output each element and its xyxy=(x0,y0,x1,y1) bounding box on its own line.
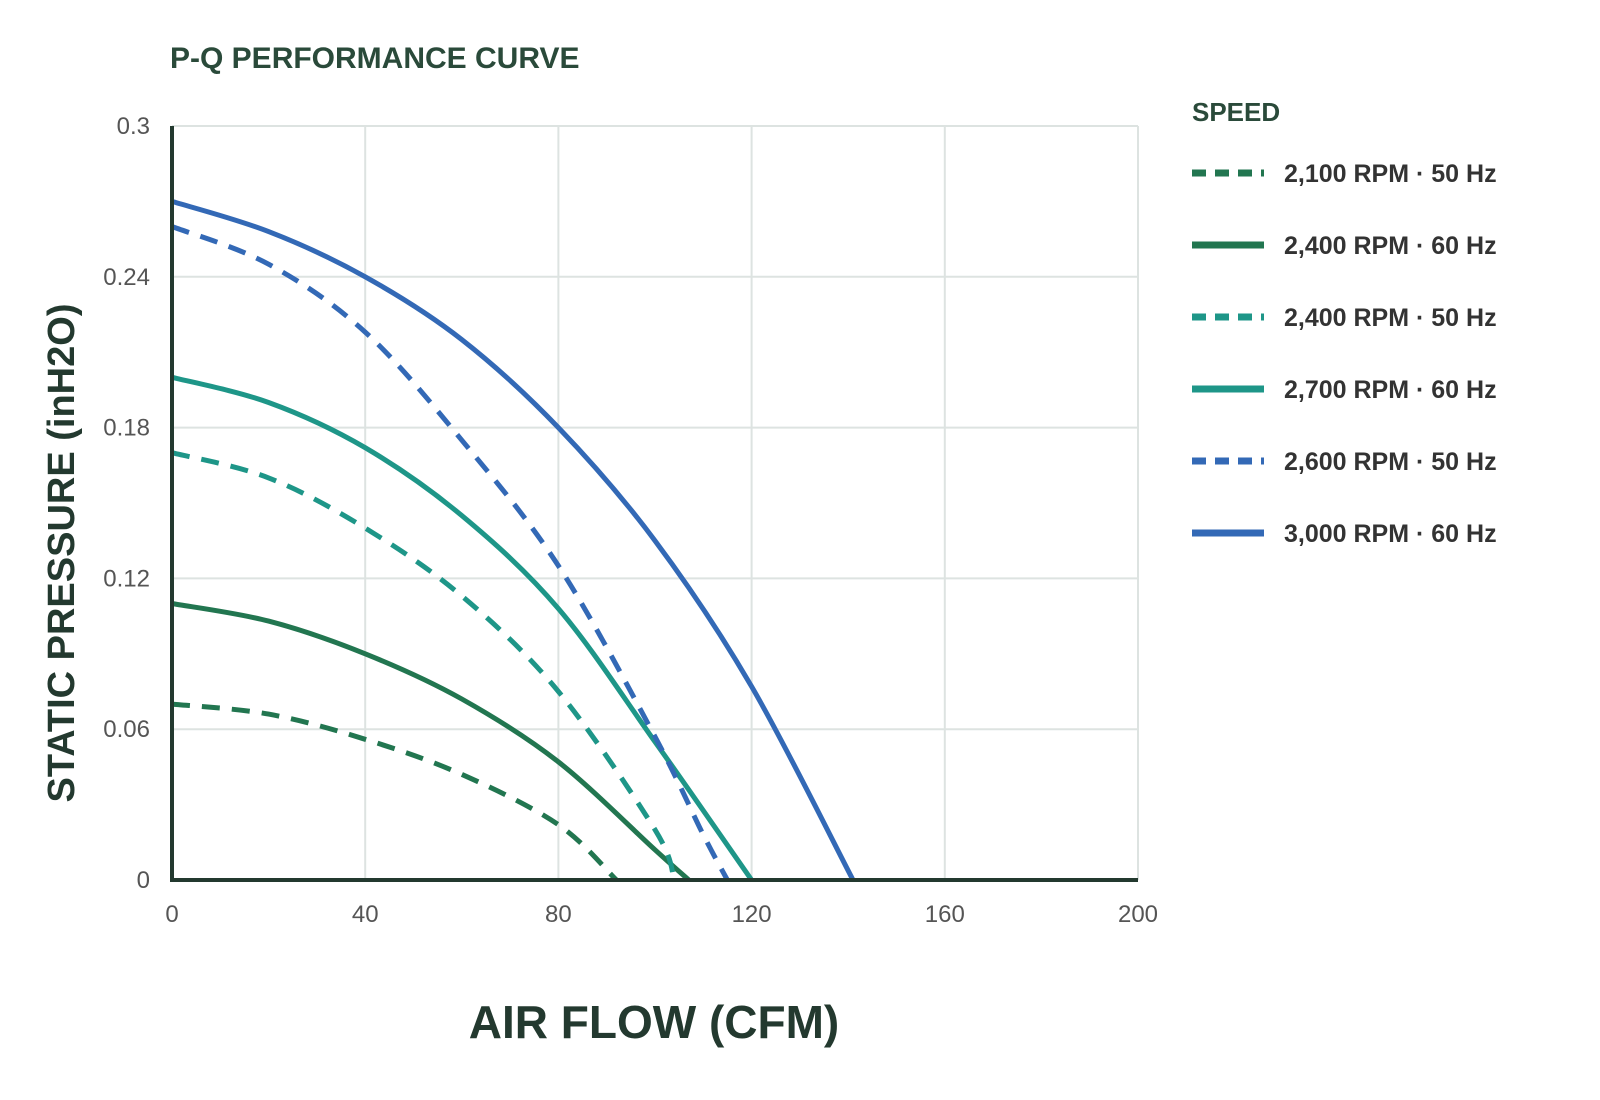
tick-labels: 0 40 80 120 160 200 0 0.06 0.12 0.18 0.24 0.3 xyxy=(103,113,1158,928)
y-tick-label: 0.18 xyxy=(103,415,150,442)
y-tick-label: 0.06 xyxy=(103,716,150,743)
series-line xyxy=(171,224,730,882)
chart-title: P-Q PERFORMANCE CURVE xyxy=(170,42,579,75)
legend-label: 3,000 RPM · 60 Hz xyxy=(1284,520,1497,548)
y-tick-label: 0.24 xyxy=(103,264,150,291)
x-tick-label: 160 xyxy=(925,901,965,928)
legend: SPEED 2,100 RPM · 50 Hz 2,400 RPM · 60 Hz… xyxy=(1192,97,1497,548)
legend-label: 2,400 RPM · 60 Hz xyxy=(1284,232,1497,260)
series-layer xyxy=(171,199,856,882)
series-line xyxy=(171,701,619,882)
x-tick-label: 40 xyxy=(352,901,379,928)
series-line xyxy=(171,374,754,882)
y-tick-label: 0.3 xyxy=(117,113,150,140)
x-tick-label: 120 xyxy=(732,901,772,928)
y-tick-label: 0 xyxy=(137,867,150,894)
x-tick-label: 200 xyxy=(1118,901,1158,928)
x-axis-title: AIR FLOW (CFM) xyxy=(469,996,839,1048)
series-line xyxy=(171,199,856,882)
legend-label: 2,700 RPM · 60 Hz xyxy=(1284,376,1497,404)
legend-label: 2,600 RPM · 50 Hz xyxy=(1284,448,1497,476)
legend-label: 2,400 RPM · 50 Hz xyxy=(1284,304,1497,332)
y-axis-title: STATIC PRESSURE (inH2O) xyxy=(41,304,83,803)
x-tick-label: 0 xyxy=(165,901,178,928)
series-line xyxy=(171,450,677,881)
x-tick-label: 80 xyxy=(545,901,572,928)
legend-title: SPEED xyxy=(1192,97,1280,127)
series-line xyxy=(171,601,691,882)
y-tick-label: 0.12 xyxy=(103,565,150,592)
legend-label: 2,100 RPM · 50 Hz xyxy=(1284,160,1497,188)
axes xyxy=(170,126,1138,882)
